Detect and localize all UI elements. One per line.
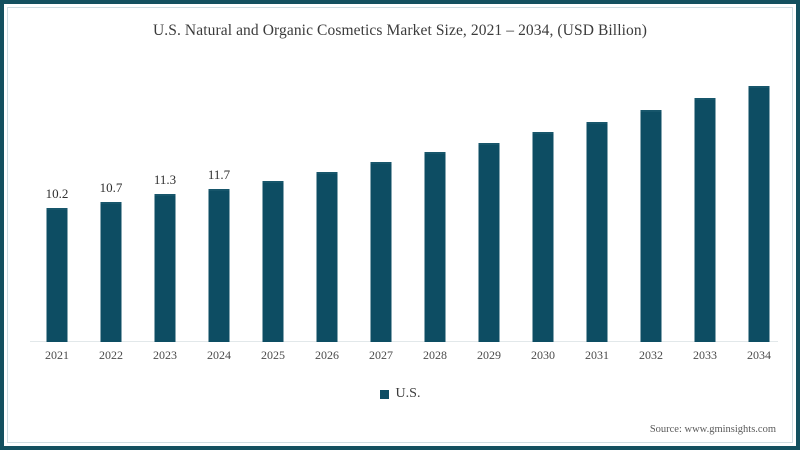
bar-2025[interactable] xyxy=(262,180,284,342)
x-tick-2026: 2026 xyxy=(315,348,339,362)
x-tick-2028: 2028 xyxy=(423,348,447,362)
legend-label-us: U.S. xyxy=(395,386,421,401)
bar-value-label-2024: 11.7 xyxy=(207,166,231,182)
chart-title: U.S. Natural and Organic Cosmetics Marke… xyxy=(152,22,647,39)
x-axis-line xyxy=(30,341,778,342)
x-tick-2025: 2025 xyxy=(261,348,285,362)
bar-slot xyxy=(300,60,354,342)
x-tick-2031: 2031 xyxy=(585,348,609,362)
x-tick-2027: 2027 xyxy=(369,348,393,362)
bar-slot xyxy=(570,60,624,342)
x-tick-2029: 2029 xyxy=(477,348,501,362)
x-tick-2033: 2033 xyxy=(693,348,717,362)
bar-2026[interactable] xyxy=(316,171,338,342)
x-tick-2022: 2022 xyxy=(99,348,123,362)
bar-value-label-2022: 10.7 xyxy=(99,179,123,195)
bar-slot: 10.2 xyxy=(30,60,84,342)
bar-slot xyxy=(462,60,516,342)
source-note: Source: www.gminsights.com xyxy=(649,424,776,435)
x-tick-2032: 2032 xyxy=(639,348,663,362)
bar-slot xyxy=(246,60,300,342)
bar-2021[interactable] xyxy=(46,208,68,342)
bar-2028[interactable] xyxy=(424,151,446,342)
bar-value-label-2021: 10.2 xyxy=(45,186,69,202)
x-tick-2024: 2024 xyxy=(207,348,231,362)
bar-value-label-2023: 11.3 xyxy=(153,171,177,187)
x-tick-2034: 2034 xyxy=(747,348,771,362)
bar-slot: 11.7 xyxy=(192,60,246,342)
bar-2027[interactable] xyxy=(370,162,392,342)
bar-slot xyxy=(354,60,408,342)
plot-area: 10.2 10.7 11.3 11.7 xyxy=(18,60,782,342)
bar-2029[interactable] xyxy=(478,142,500,342)
bar-2023[interactable] xyxy=(154,193,176,342)
bar-2031[interactable] xyxy=(586,121,608,342)
bar-2024[interactable] xyxy=(208,188,230,342)
bar-2033[interactable] xyxy=(694,98,716,342)
x-tick-2030: 2030 xyxy=(531,348,555,362)
bar-slot xyxy=(678,60,732,342)
legend-swatch-us xyxy=(379,389,389,399)
bar-2022[interactable] xyxy=(100,201,122,342)
bar-2034[interactable] xyxy=(748,86,770,342)
bar-slot: 10.7 xyxy=(84,60,138,342)
bar-slot xyxy=(408,60,462,342)
x-tick-2023: 2023 xyxy=(153,348,177,362)
bar-slot xyxy=(624,60,678,342)
chart-legend: U.S. xyxy=(0,386,800,402)
bar-slot xyxy=(732,60,786,342)
x-tick-2021: 2021 xyxy=(45,348,69,362)
bar-slot: 11.3 xyxy=(138,60,192,342)
bar-2030[interactable] xyxy=(532,132,554,342)
bar-2032[interactable] xyxy=(640,109,662,342)
bar-slot xyxy=(516,60,570,342)
